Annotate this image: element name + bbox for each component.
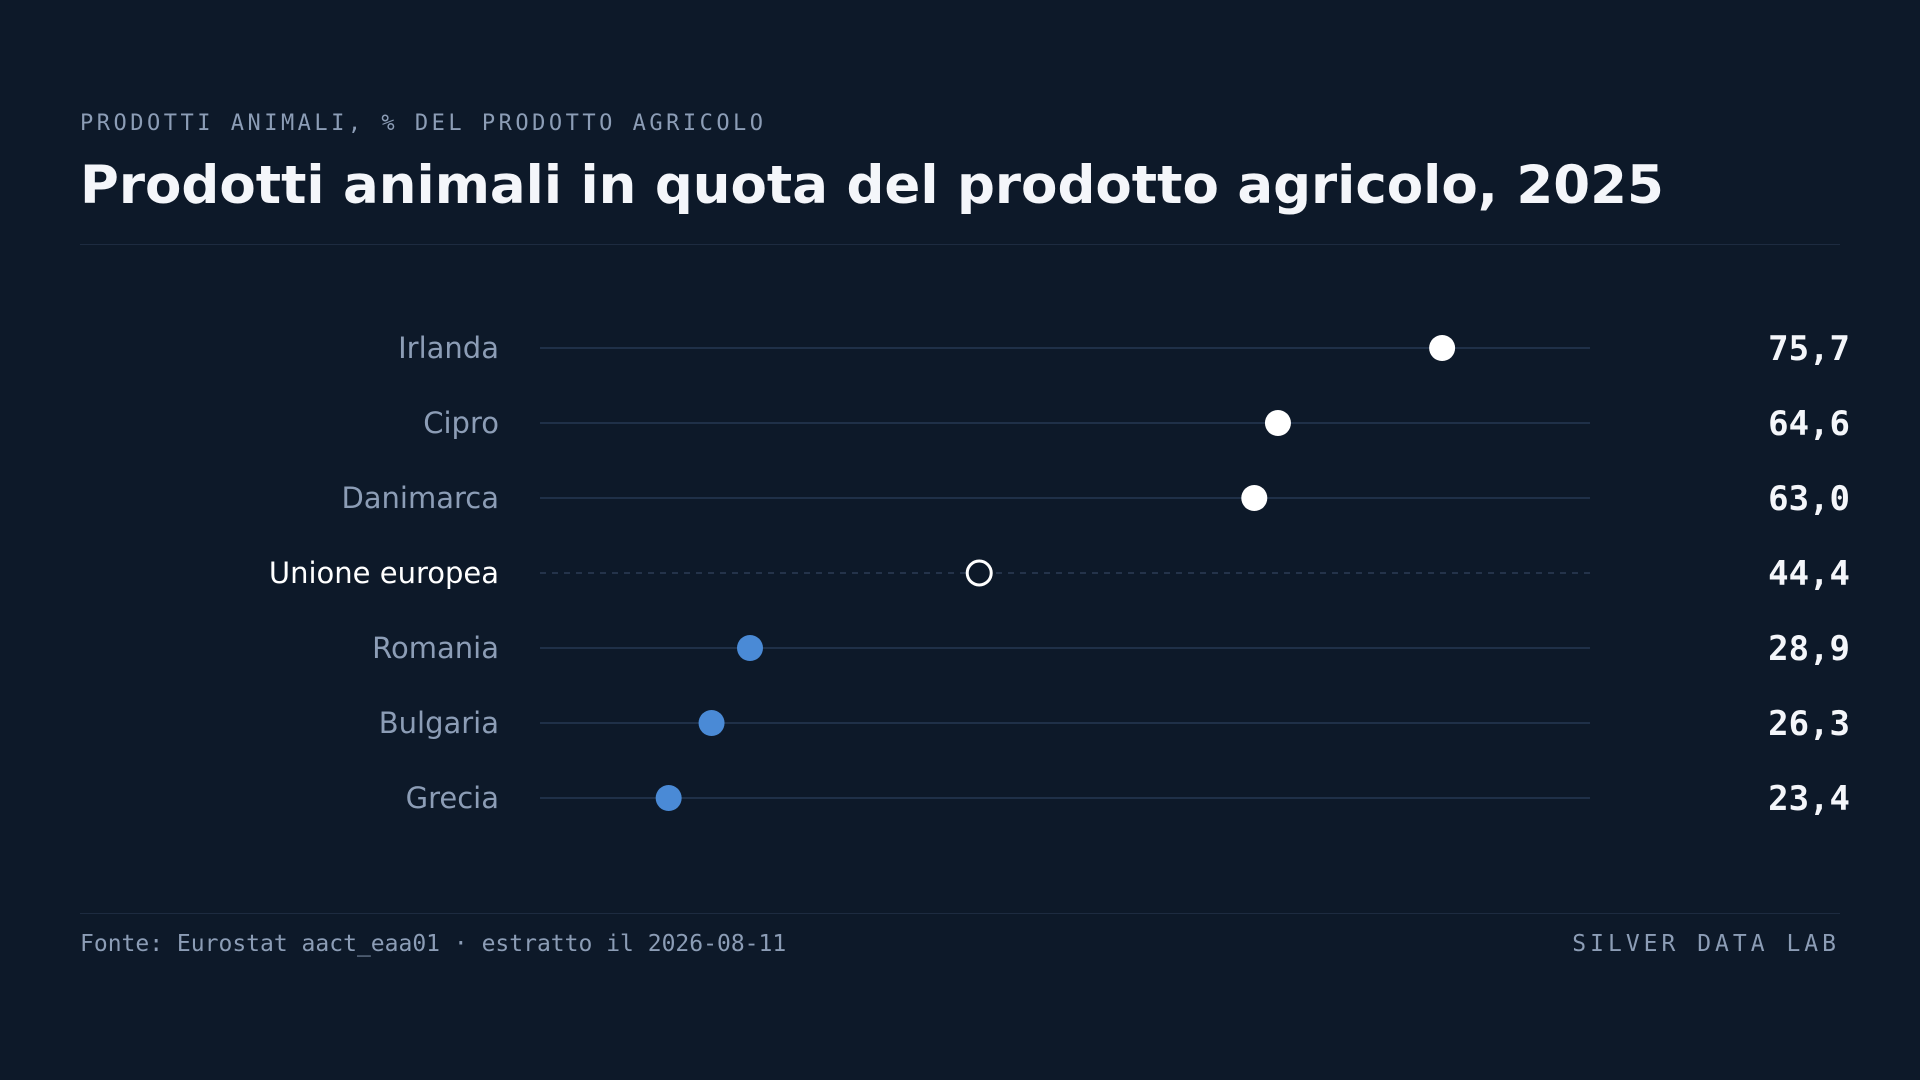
data-point xyxy=(1264,410,1291,436)
reference-point xyxy=(965,559,993,587)
value-label: 26,3 xyxy=(1768,704,1850,744)
chart-title: Prodotti animali in quota del prodotto a… xyxy=(80,155,1664,216)
category-label: Unione europea xyxy=(269,556,499,590)
value-label: 64,6 xyxy=(1768,404,1850,444)
data-point xyxy=(737,635,763,661)
value-label: 63,0 xyxy=(1768,479,1850,519)
chart-row: Danimarca 63,0 xyxy=(341,479,1850,519)
chart-row: Romania 28,9 xyxy=(372,629,1850,669)
value-label: 28,9 xyxy=(1768,629,1850,669)
dot-plot: Irlanda 75,7 Cipro 64,6 Danimarca 63,0 Unione … xyxy=(269,329,1850,819)
chart-row: Cipro 64,6 xyxy=(423,404,1850,444)
chart-row: Unione europea 44,4 xyxy=(269,554,1850,594)
category-label: Danimarca xyxy=(341,481,499,515)
data-point xyxy=(1429,335,1456,361)
source-note: Fonte: Eurostat aact_eaa01 · estratto il… xyxy=(80,931,787,957)
data-point xyxy=(1241,485,1268,511)
category-label: Irlanda xyxy=(398,331,499,365)
brand-label: SILVER DATA LAB xyxy=(1572,931,1840,957)
value-label: 44,4 xyxy=(1768,554,1850,594)
category-label: Romania xyxy=(372,631,499,665)
value-label: 23,4 xyxy=(1768,779,1850,819)
chart-row: Grecia 23,4 xyxy=(406,779,1850,819)
data-point xyxy=(698,710,725,736)
data-point xyxy=(655,785,682,811)
category-label: Cipro xyxy=(423,406,499,440)
category-label: Grecia xyxy=(406,781,499,815)
chart-row: Bulgaria 26,3 xyxy=(379,704,1850,744)
top-divider xyxy=(80,244,1840,245)
value-label: 75,7 xyxy=(1768,329,1850,369)
chart-row: Irlanda 75,7 xyxy=(398,329,1850,369)
bottom-divider xyxy=(80,913,1840,914)
chart-kicker: PRODOTTI ANIMALI, % DEL PRODOTTO AGRICOL… xyxy=(80,111,767,136)
category-label: Bulgaria xyxy=(379,706,499,740)
